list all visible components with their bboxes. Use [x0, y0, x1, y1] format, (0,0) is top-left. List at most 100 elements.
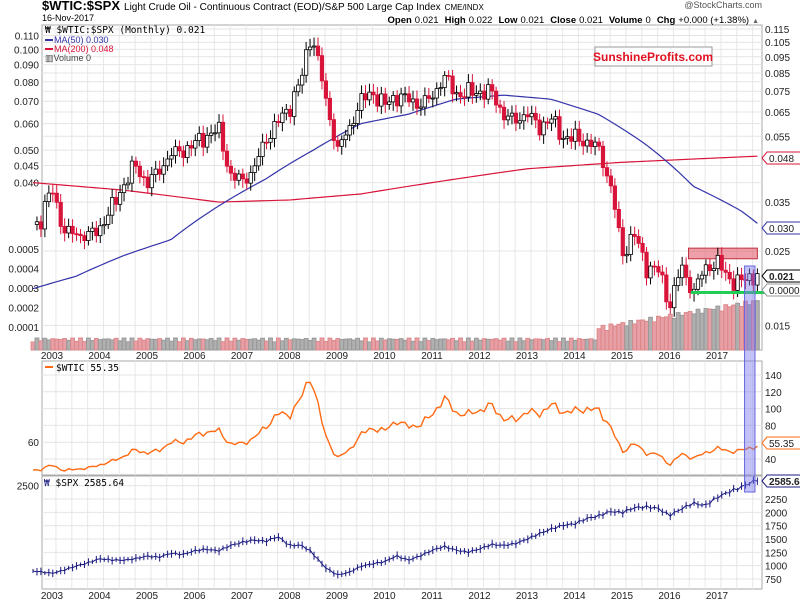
ratio-tick-label: 0.085 — [765, 69, 790, 80]
ma200-line — [32, 155, 758, 203]
candle — [490, 84, 495, 92]
candle — [446, 75, 451, 77]
candle — [197, 132, 202, 141]
volume-bar — [695, 308, 701, 351]
volume-bar — [192, 339, 198, 351]
candle — [54, 192, 59, 203]
candle — [331, 119, 336, 141]
wtic-tick-label: 120 — [765, 388, 782, 399]
candle — [592, 141, 598, 147]
candle — [596, 141, 602, 147]
candle — [687, 276, 693, 294]
candle — [110, 197, 115, 216]
volume-bar — [600, 324, 606, 351]
volume-bar — [82, 341, 87, 351]
volume-bar — [406, 337, 412, 351]
volume-bar — [473, 337, 479, 351]
ohlc-readout: Open 0.021 High 0.022 Low 0.021 Close 0.021 Volu… — [388, 15, 759, 26]
volume-bar — [418, 341, 424, 351]
candle — [232, 172, 237, 181]
volume-tick-label: 0.0005 — [8, 245, 39, 256]
ratio-last-label: 0.021 — [761, 269, 800, 283]
candle — [703, 264, 709, 276]
volume-bar — [153, 338, 159, 351]
volume-bar — [485, 338, 491, 351]
ratio-last-label-text: 0.021 — [769, 272, 794, 283]
volume-bar — [513, 341, 519, 351]
year-label: 2014 — [563, 351, 586, 362]
candle — [743, 279, 748, 282]
year-label: 2008 — [278, 591, 301, 601]
volume-bar — [279, 340, 285, 351]
volume-bar — [256, 339, 262, 351]
volume-bar — [414, 337, 420, 351]
candle — [311, 45, 317, 48]
volume-bar — [169, 340, 174, 351]
volume-bar — [113, 337, 119, 351]
candle — [220, 121, 226, 152]
volume-tick-label: 0.0002 — [8, 304, 39, 315]
ma50-line — [32, 94, 758, 290]
candle — [454, 92, 459, 95]
candle — [272, 121, 277, 139]
candle — [117, 192, 123, 205]
stockcharts-credit[interactable]: @StockCharts.com — [684, 0, 762, 10]
candle — [169, 155, 174, 160]
candle — [391, 95, 396, 103]
legend-wtic: $WTIC 55.35 — [56, 363, 119, 374]
candle — [307, 46, 313, 51]
wtic-panel: 140 120 100 80 60 40 — [28, 360, 782, 476]
candle — [410, 98, 416, 103]
volume-bar — [347, 338, 353, 351]
volume-bar — [287, 339, 293, 351]
volume-bar — [50, 338, 56, 351]
ohlc-value-volume: 0 — [646, 15, 651, 26]
volume-bar — [580, 338, 586, 351]
volume-bar — [394, 338, 400, 351]
volume-bar — [545, 337, 550, 351]
chart-date: 16-Nov-2017 — [42, 13, 94, 23]
volume-bar — [462, 341, 467, 351]
ohlc-label-volume: Volume — [609, 15, 643, 26]
legend-ma50: MA(50) 0.030 — [54, 35, 109, 45]
wtic-tick-label: 140 — [765, 371, 782, 382]
volume-bar — [410, 340, 416, 351]
ratio-last-label-box — [761, 269, 800, 283]
candle — [240, 173, 245, 180]
volume-bar — [636, 319, 642, 351]
candle — [379, 93, 384, 107]
ohlc-value-low: 0.021 — [520, 15, 544, 26]
year-label: 2006 — [183, 591, 206, 601]
candle — [497, 104, 503, 108]
volume-bar — [568, 337, 574, 351]
volume-bar — [398, 338, 404, 351]
volume-bar — [509, 337, 515, 351]
volume-bar — [723, 304, 729, 351]
candle — [38, 221, 44, 230]
volume-bar — [268, 337, 273, 351]
volume-bar — [86, 337, 91, 351]
ma200-last-label-text: 0.048 — [769, 154, 794, 165]
candle — [161, 165, 166, 175]
volume-bar — [659, 317, 665, 351]
volume-bar — [489, 338, 495, 351]
volume-tick-label: 0.0004 — [8, 265, 39, 276]
volume-bar — [505, 340, 511, 351]
candle — [628, 234, 633, 255]
candle — [755, 273, 760, 286]
year-label: 2009 — [326, 591, 349, 601]
volume-bar — [533, 338, 539, 351]
candle — [260, 141, 265, 157]
ratio-tick-label: 0.060 — [14, 120, 39, 131]
volume-bar — [311, 337, 317, 351]
candle — [466, 82, 471, 98]
volume-bar — [616, 323, 622, 351]
volume-bar — [303, 338, 309, 351]
volume-bar — [355, 337, 360, 351]
candle — [327, 97, 332, 121]
volume-bar — [121, 337, 127, 351]
candle — [553, 116, 558, 120]
volume-bar — [224, 337, 230, 351]
spx-last-label-box — [761, 474, 800, 488]
year-label: 2013 — [516, 591, 539, 601]
